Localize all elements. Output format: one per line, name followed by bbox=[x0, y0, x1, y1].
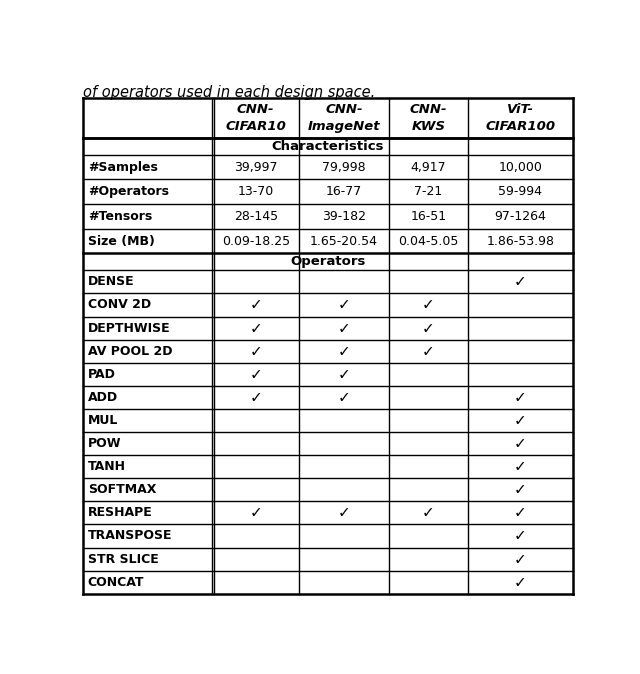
Text: #Samples: #Samples bbox=[88, 160, 157, 174]
Text: Size (MB): Size (MB) bbox=[88, 235, 155, 247]
Text: CNN-
KWS: CNN- KWS bbox=[410, 103, 447, 133]
Text: ✓: ✓ bbox=[337, 506, 350, 520]
Text: ✓: ✓ bbox=[337, 390, 350, 405]
Text: ✓: ✓ bbox=[514, 551, 527, 567]
Text: 1.65-20.54: 1.65-20.54 bbox=[310, 235, 378, 247]
Text: ✓: ✓ bbox=[337, 367, 350, 381]
Text: Operators: Operators bbox=[291, 255, 365, 268]
Text: ✓: ✓ bbox=[514, 459, 527, 474]
Text: ✓: ✓ bbox=[250, 297, 262, 313]
Text: PAD: PAD bbox=[88, 368, 116, 381]
Text: 0.04-5.05: 0.04-5.05 bbox=[398, 235, 459, 247]
Text: ✓: ✓ bbox=[250, 506, 262, 520]
Text: CNN-
CIFAR10: CNN- CIFAR10 bbox=[225, 103, 286, 133]
Text: CONV 2D: CONV 2D bbox=[88, 299, 151, 311]
Text: ADD: ADD bbox=[88, 391, 118, 404]
Text: ✓: ✓ bbox=[514, 390, 527, 405]
Text: 7-21: 7-21 bbox=[414, 185, 442, 198]
Text: 39-182: 39-182 bbox=[322, 210, 366, 223]
Text: 39,997: 39,997 bbox=[234, 160, 278, 174]
Text: ✓: ✓ bbox=[337, 321, 350, 336]
Text: ✓: ✓ bbox=[422, 344, 435, 359]
Text: MUL: MUL bbox=[88, 414, 118, 427]
Text: 28-145: 28-145 bbox=[234, 210, 278, 223]
Text: ✓: ✓ bbox=[514, 506, 527, 520]
Text: STR SLICE: STR SLICE bbox=[88, 553, 159, 565]
Text: 79,998: 79,998 bbox=[322, 160, 365, 174]
Text: ✓: ✓ bbox=[514, 436, 527, 451]
Text: TANH: TANH bbox=[88, 460, 125, 473]
Text: ✓: ✓ bbox=[422, 321, 435, 336]
Text: TRANSPOSE: TRANSPOSE bbox=[88, 530, 172, 543]
Text: 10,000: 10,000 bbox=[499, 160, 542, 174]
Text: CNN-
ImageNet: CNN- ImageNet bbox=[308, 103, 380, 133]
Text: RESHAPE: RESHAPE bbox=[88, 506, 152, 520]
Text: CONCAT: CONCAT bbox=[88, 576, 144, 588]
Text: ✓: ✓ bbox=[514, 575, 527, 590]
Text: ✓: ✓ bbox=[250, 321, 262, 336]
Text: POW: POW bbox=[88, 437, 121, 450]
Text: SOFTMAX: SOFTMAX bbox=[88, 483, 156, 496]
Text: ✓: ✓ bbox=[337, 297, 350, 313]
Text: 13-70: 13-70 bbox=[237, 185, 274, 198]
Text: #Tensors: #Tensors bbox=[88, 210, 152, 223]
Text: ✓: ✓ bbox=[422, 506, 435, 520]
Text: ✓: ✓ bbox=[250, 390, 262, 405]
Text: 16-51: 16-51 bbox=[410, 210, 447, 223]
Text: DENSE: DENSE bbox=[88, 276, 134, 288]
Text: ✓: ✓ bbox=[250, 367, 262, 381]
Text: ✓: ✓ bbox=[514, 528, 527, 543]
Text: Characteristics: Characteristics bbox=[272, 140, 384, 153]
Text: DEPTHWISE: DEPTHWISE bbox=[88, 321, 170, 334]
Text: ViT-
CIFAR100: ViT- CIFAR100 bbox=[485, 103, 556, 133]
Text: 0.09-18.25: 0.09-18.25 bbox=[221, 235, 290, 247]
Text: 4,917: 4,917 bbox=[411, 160, 446, 174]
Text: of operators used in each design space.: of operators used in each design space. bbox=[83, 86, 375, 100]
Text: ✓: ✓ bbox=[250, 344, 262, 359]
Text: ✓: ✓ bbox=[514, 413, 527, 428]
Text: 97-1264: 97-1264 bbox=[494, 210, 546, 223]
Text: #Operators: #Operators bbox=[88, 185, 169, 198]
Text: ✓: ✓ bbox=[337, 344, 350, 359]
Text: ✓: ✓ bbox=[422, 297, 435, 313]
Text: ✓: ✓ bbox=[514, 483, 527, 497]
Text: AV POOL 2D: AV POOL 2D bbox=[88, 344, 172, 358]
Text: 59-994: 59-994 bbox=[499, 185, 542, 198]
Text: 16-77: 16-77 bbox=[326, 185, 362, 198]
Text: ✓: ✓ bbox=[514, 274, 527, 289]
Text: 1.86-53.98: 1.86-53.98 bbox=[486, 235, 554, 247]
